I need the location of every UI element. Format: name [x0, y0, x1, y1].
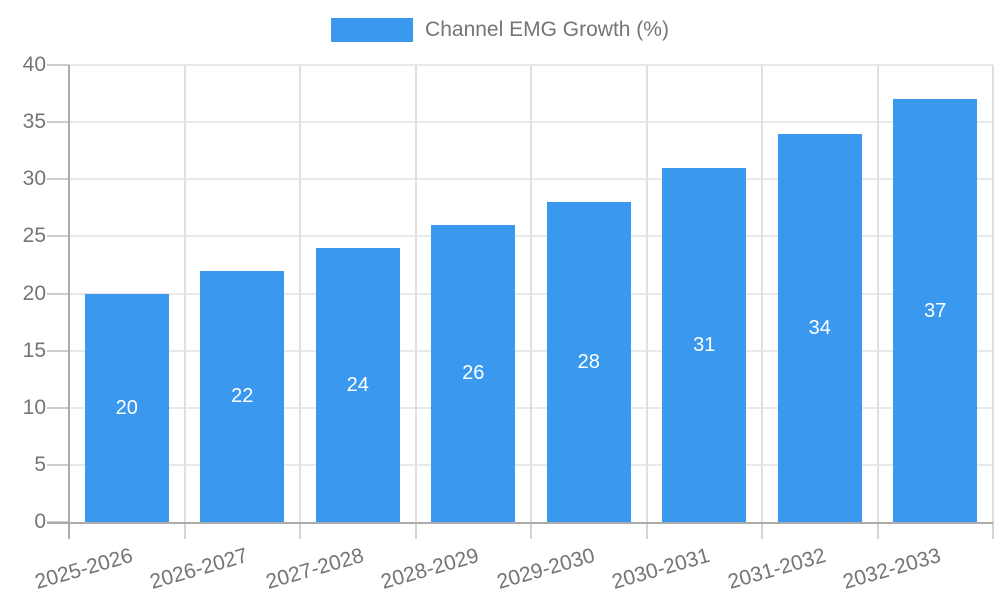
x-gridline [414, 65, 417, 522]
x-axis-tick [530, 522, 532, 539]
y-axis-tick [47, 463, 69, 466]
bar-value-label: 37 [924, 299, 947, 322]
x-axis-line [47, 522, 993, 524]
y-axis-tick-label: 25 [22, 224, 46, 248]
x-gridline [645, 65, 648, 522]
bar-value-label: 24 [346, 373, 369, 396]
y-axis-tick-label: 15 [22, 338, 46, 362]
legend-item[interactable]: Channel EMG Growth (%) [331, 18, 669, 42]
y-axis-tick-label: 30 [22, 167, 46, 191]
x-axis-tick [992, 522, 994, 539]
x-axis-tick [414, 522, 417, 539]
y-axis-tick-label: 10 [22, 395, 46, 419]
bar[interactable]: 20 [84, 293, 169, 522]
y-axis-tick [47, 406, 69, 409]
y-axis-tick-label: 20 [22, 281, 46, 305]
y-axis-tick [47, 64, 69, 66]
bar-value-label: 20 [115, 396, 138, 419]
x-gridline [183, 65, 186, 522]
y-axis-tick-label: 0 [34, 510, 46, 533]
x-gridline [992, 65, 994, 522]
y-axis-tick [47, 121, 69, 124]
x-gridline [299, 65, 301, 522]
bar[interactable]: 31 [662, 167, 747, 522]
y-axis-tick [47, 235, 69, 238]
x-axis-tick [183, 522, 186, 539]
x-gridline [876, 65, 879, 522]
bar-value-label: 28 [577, 351, 600, 374]
y-axis-tick-label: 35 [22, 110, 46, 134]
y-axis-tick [47, 178, 69, 181]
y-axis-tick [47, 292, 69, 295]
bar-value-label: 22 [231, 385, 254, 408]
legend-swatch [331, 18, 414, 42]
x-axis-tick [876, 522, 879, 539]
legend-label: Channel EMG Growth (%) [425, 18, 669, 41]
bar[interactable]: 34 [777, 133, 862, 522]
bar[interactable]: 28 [546, 202, 631, 522]
x-axis-tick [761, 522, 763, 539]
y-axis-tick [47, 349, 69, 352]
bar[interactable]: 24 [315, 247, 400, 522]
bar-value-label: 34 [808, 316, 831, 339]
bar[interactable]: 37 [893, 99, 978, 522]
x-axis-tick [299, 522, 301, 539]
y-axis-line [68, 65, 70, 539]
x-gridline [761, 65, 763, 522]
bar[interactable]: 22 [200, 270, 285, 522]
x-axis-tick [645, 522, 648, 539]
bar-value-label: 31 [693, 333, 716, 356]
x-gridline [530, 65, 532, 522]
y-axis-tick-label: 40 [22, 53, 46, 76]
bar[interactable]: 26 [431, 224, 516, 522]
bar-value-label: 26 [462, 362, 485, 385]
y-axis-tick-label: 5 [34, 452, 46, 476]
